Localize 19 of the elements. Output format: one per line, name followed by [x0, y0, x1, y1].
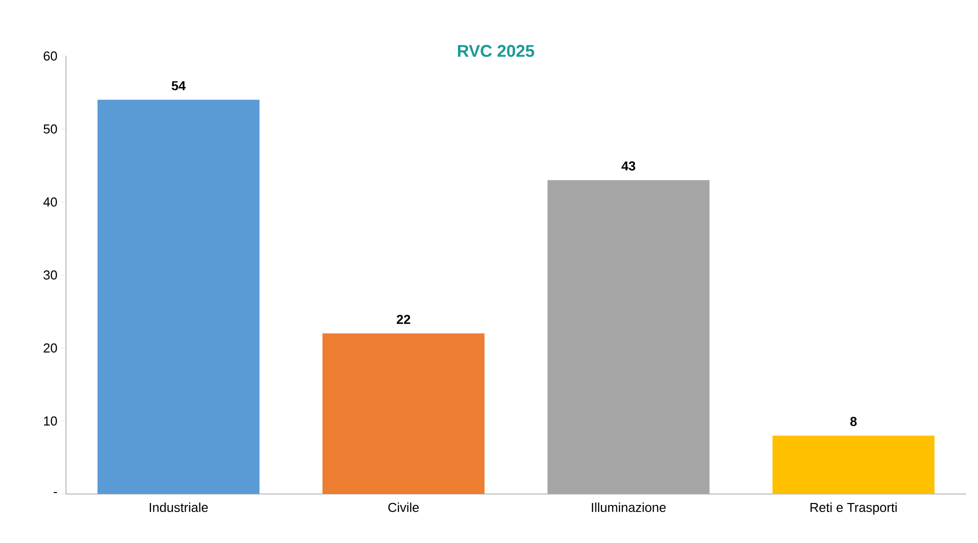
data-label: 22: [396, 314, 410, 324]
bar: [772, 436, 935, 494]
x-tick-label: Civile: [388, 502, 419, 512]
x-tick-label: Illuminazione: [592, 502, 666, 512]
y-tick-label: 20: [44, 343, 57, 353]
data-label: 43: [622, 161, 636, 171]
y-tick-label: 60: [44, 51, 57, 61]
y-tick-label: 10: [44, 416, 57, 426]
bar: [322, 333, 485, 494]
x-tick-label: Industriale: [150, 502, 208, 512]
y-tick-label: -: [54, 492, 57, 494]
y-tick-label: 40: [43, 197, 57, 207]
chart-title: RVC 2025: [458, 44, 534, 57]
x-tick-label: Reti e Trasporti: [810, 502, 897, 515]
y-tick-label: 50: [44, 124, 57, 134]
y-tick-label: 30: [44, 270, 57, 280]
data-label: 8: [850, 416, 857, 426]
data-label: 54: [172, 81, 186, 90]
bar: [98, 100, 260, 494]
